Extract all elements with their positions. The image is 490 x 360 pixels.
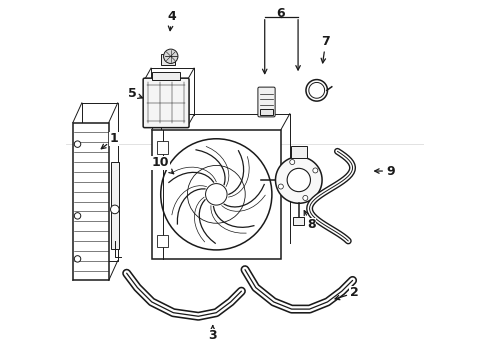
Polygon shape	[111, 162, 120, 249]
Text: 4: 4	[167, 10, 176, 31]
Circle shape	[74, 213, 81, 219]
Polygon shape	[73, 123, 109, 280]
Text: 9: 9	[375, 165, 394, 177]
Bar	[260, 109, 273, 116]
Circle shape	[313, 168, 318, 173]
Circle shape	[205, 184, 227, 205]
Bar	[152, 130, 281, 259]
Bar	[157, 234, 168, 247]
Bar	[294, 217, 304, 225]
Text: 3: 3	[208, 325, 217, 342]
Bar	[152, 72, 180, 80]
Circle shape	[74, 141, 81, 147]
Text: 2: 2	[335, 287, 359, 300]
Bar	[157, 141, 168, 154]
Circle shape	[161, 139, 272, 250]
Circle shape	[111, 205, 119, 214]
Circle shape	[278, 184, 283, 189]
Text: 5: 5	[128, 87, 143, 100]
FancyBboxPatch shape	[143, 78, 189, 128]
Circle shape	[74, 256, 81, 262]
Circle shape	[287, 168, 311, 192]
Text: 7: 7	[321, 35, 330, 63]
Bar	[161, 54, 175, 65]
Text: 8: 8	[304, 211, 316, 231]
Text: 1: 1	[101, 132, 119, 149]
Bar	[291, 146, 307, 158]
Text: 6: 6	[276, 7, 285, 20]
Text: 10: 10	[152, 156, 173, 174]
Circle shape	[303, 195, 308, 201]
Circle shape	[290, 159, 295, 165]
FancyBboxPatch shape	[258, 87, 275, 117]
Polygon shape	[275, 157, 322, 203]
Circle shape	[164, 49, 178, 63]
